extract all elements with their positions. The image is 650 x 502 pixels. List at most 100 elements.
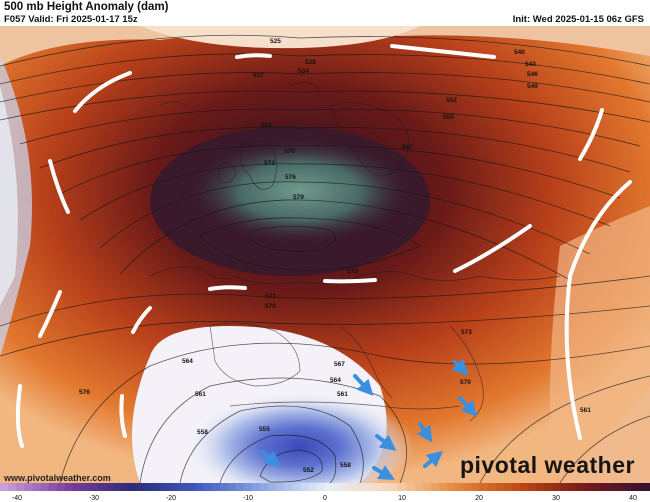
colorbar-swatch xyxy=(455,483,464,491)
colorbar-swatch xyxy=(463,483,472,491)
colorbar-swatch xyxy=(576,483,586,491)
colorbar-swatch xyxy=(81,483,90,491)
colorbar-tick-label: 10 xyxy=(398,495,406,502)
contour-label-573c: 573 xyxy=(265,293,276,300)
colorbar-swatch xyxy=(162,483,172,491)
contour-label-552b: 552 xyxy=(303,467,314,474)
colorbar-swatch xyxy=(316,483,326,491)
colorbar-swatch xyxy=(406,483,415,491)
colorbar-swatch xyxy=(430,483,440,491)
contour-label-528: 528 xyxy=(305,59,316,66)
colorbar-swatch xyxy=(593,483,602,491)
colorbar-swatch xyxy=(357,483,367,491)
flow-arrow-5 xyxy=(375,434,397,451)
contour-label-570: 570 xyxy=(284,148,295,155)
colorbar-swatch xyxy=(65,483,74,491)
colorbar-swatch xyxy=(552,483,562,491)
colorbar-swatch xyxy=(243,483,253,491)
contour-label-570b: 570 xyxy=(265,303,276,310)
colorbar-tick-label: 0 xyxy=(323,495,327,502)
contour-label-564b: 564 xyxy=(330,377,341,384)
colorbar-swatch xyxy=(528,483,537,491)
colorbar-swatch xyxy=(186,483,196,491)
colorbar-swatch xyxy=(487,483,497,491)
contour-labels: 525 528 534 537 540 543 546 549 552 555 … xyxy=(79,38,591,474)
colorbar-swatch xyxy=(73,483,82,491)
colorbar-swatches xyxy=(0,483,650,491)
flow-arrow-4 xyxy=(416,422,433,443)
colorbar-swatch xyxy=(211,483,220,491)
colorbar-swatch xyxy=(195,483,204,491)
valid-time: F057 Valid: Fri 2025-01-17 15z xyxy=(4,14,138,25)
colorbar-swatch xyxy=(138,483,147,491)
contour-label-579: 579 xyxy=(293,194,304,201)
colorbar-swatch xyxy=(56,483,66,491)
flow-arrow-2 xyxy=(353,374,374,396)
map-header: 500 mb Height Anomaly (dam) F057 Valid: … xyxy=(0,0,650,26)
colorbar-swatch xyxy=(130,483,139,491)
brand-logo: pivotal weather xyxy=(460,452,635,478)
anomaly-map: 525 528 534 537 540 543 546 549 552 555 … xyxy=(0,26,650,483)
colorbar-swatch xyxy=(633,483,643,491)
colorbar-swatch xyxy=(48,483,58,491)
colorbar-swatch xyxy=(520,483,529,491)
contour-label-558b: 558 xyxy=(340,462,351,469)
anomaly-shading xyxy=(0,26,650,483)
flow-arrow-6 xyxy=(260,450,282,467)
colorbar-swatch xyxy=(568,483,578,491)
colorbar-swatch xyxy=(24,483,34,491)
colorbar-swatch xyxy=(178,483,188,491)
flow-arrow-3 xyxy=(458,396,478,417)
colorbar-swatch xyxy=(536,483,545,491)
contour-label-567b: 567 xyxy=(334,361,345,368)
colorbar-swatch xyxy=(438,483,448,491)
colorbar-swatch xyxy=(284,483,294,491)
colorbar-swatch xyxy=(365,483,375,491)
colorbar-swatch xyxy=(446,483,456,491)
colorbar-tick-label: 20 xyxy=(475,495,483,502)
contour-label-564: 564 xyxy=(182,358,193,365)
colorbar-swatch xyxy=(641,483,650,491)
flow-arrow-7 xyxy=(423,450,444,468)
contour-label-558: 558 xyxy=(197,429,208,436)
colorbar-swatch xyxy=(300,483,310,491)
colorbar-swatch xyxy=(495,483,505,491)
colorbar-swatch xyxy=(308,483,318,491)
contour-label-573d: 573 xyxy=(461,329,472,336)
contour-label-570c: 570 xyxy=(460,379,471,386)
contour-label-561: 561 xyxy=(261,122,272,129)
colorbar-ticks: -40 -30 -20 -10 0 10 20 30 40 xyxy=(12,495,637,502)
colorbar-swatch xyxy=(121,483,131,491)
colorbar-swatch xyxy=(503,483,513,491)
colorbar-swatch xyxy=(511,483,521,491)
colorbar-swatch xyxy=(203,483,212,491)
colorbar-swatch xyxy=(625,483,635,491)
contour-label-555b: 555 xyxy=(259,426,270,433)
colorbar-swatch xyxy=(609,483,619,491)
source-watermark: www.pivotalweather.com xyxy=(4,473,111,483)
colorbar-swatch xyxy=(227,483,237,491)
colorbar-swatch xyxy=(40,483,50,491)
colorbar-swatch xyxy=(292,483,302,491)
flow-arrow-1 xyxy=(451,358,469,376)
colorbar-tick-label: -10 xyxy=(243,495,253,502)
contour-label-576: 576 xyxy=(285,174,296,181)
init-time: Init: Wed 2025-01-15 06z GFS xyxy=(512,14,644,25)
colorbar-swatch xyxy=(373,483,383,491)
trough-outline xyxy=(15,44,632,448)
colorbar-swatch xyxy=(381,483,391,491)
contour-label-567: 567 xyxy=(402,144,413,151)
map-title: 500 mb Height Anomaly (dam) xyxy=(4,1,169,13)
colorbar-swatch xyxy=(89,483,99,491)
contour-label-552: 552 xyxy=(446,97,457,104)
colorbar-swatch xyxy=(0,483,9,491)
colorbar-tick-label: -30 xyxy=(89,495,99,502)
colorbar-swatch xyxy=(113,483,123,491)
anomaly-colorbar: -40 -30 -20 -10 0 10 20 30 40 xyxy=(0,483,650,502)
colorbar-swatch xyxy=(32,483,42,491)
colorbar-swatch xyxy=(333,483,342,491)
colorbar-swatch xyxy=(422,483,432,491)
colorbar-swatch xyxy=(251,483,261,491)
colorbar-swatch xyxy=(601,483,610,491)
